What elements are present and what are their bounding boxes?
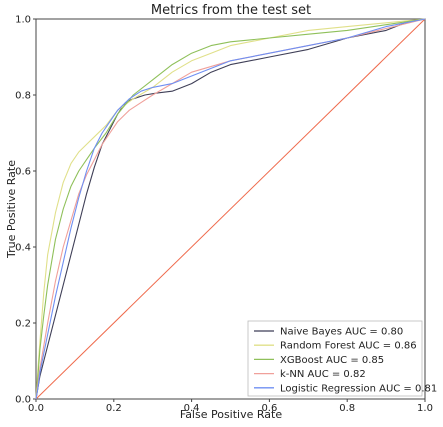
x-tick-label: 0.4 bbox=[184, 403, 200, 414]
y-axis-label: True Positive Rate bbox=[5, 160, 18, 259]
y-tick-label: 0.2 bbox=[15, 319, 31, 330]
legend-label: k-NN AUC = 0.82 bbox=[280, 369, 366, 380]
series-line-5 bbox=[35, 18, 426, 400]
y-tick-label: 0.0 bbox=[15, 395, 31, 406]
legend-item: Naive Bayes AUC = 0.80 bbox=[254, 327, 403, 338]
legend-item: k-NN AUC = 0.82 bbox=[254, 369, 366, 380]
x-tick-label: 0.8 bbox=[339, 403, 355, 414]
legend-item: Random Forest AUC = 0.86 bbox=[254, 341, 417, 352]
y-tick-label: 0.8 bbox=[15, 91, 31, 102]
reference-layer bbox=[35, 18, 426, 400]
reference-diagonal-line bbox=[35, 18, 426, 400]
legend-label: XGBoost AUC = 0.85 bbox=[280, 355, 384, 366]
x-axis-label: False Positive Rate bbox=[180, 408, 282, 421]
y-tick-label: 1.0 bbox=[15, 15, 31, 26]
legend-item: Logistic Regression AUC = 0.81 bbox=[254, 383, 437, 394]
series-layer bbox=[35, 18, 426, 400]
x-tick-label: 1.0 bbox=[417, 403, 433, 414]
legend: Naive Bayes AUC = 0.80 Random Forest AUC … bbox=[247, 320, 437, 397]
legend-label: Random Forest AUC = 0.86 bbox=[280, 341, 417, 352]
legend-box bbox=[247, 320, 423, 397]
legend-items: Naive Bayes AUC = 0.80 Random Forest AUC … bbox=[254, 327, 437, 394]
y-tick-label: 0.6 bbox=[15, 167, 31, 178]
legend-label: Naive Bayes AUC = 0.80 bbox=[280, 327, 403, 338]
y-tick-label: 0.4 bbox=[15, 243, 31, 254]
chart-title: Metrics from the test set bbox=[151, 3, 311, 18]
series-line-3 bbox=[35, 18, 426, 400]
x-tick-label: 0.0 bbox=[28, 403, 44, 414]
series-line-1 bbox=[35, 18, 426, 400]
legend-label: Logistic Regression AUC = 0.81 bbox=[280, 383, 437, 394]
x-tick-label: 0.2 bbox=[106, 403, 122, 414]
tick-layer: 0.0 0.2 0.4 0.6 0.8 1.0 0.0 0.2 0.4 0.6 0.8 1.0 bbox=[15, 15, 433, 415]
legend-item: XGBoost AUC = 0.85 bbox=[254, 355, 384, 366]
x-tick-label: 0.6 bbox=[261, 403, 277, 414]
